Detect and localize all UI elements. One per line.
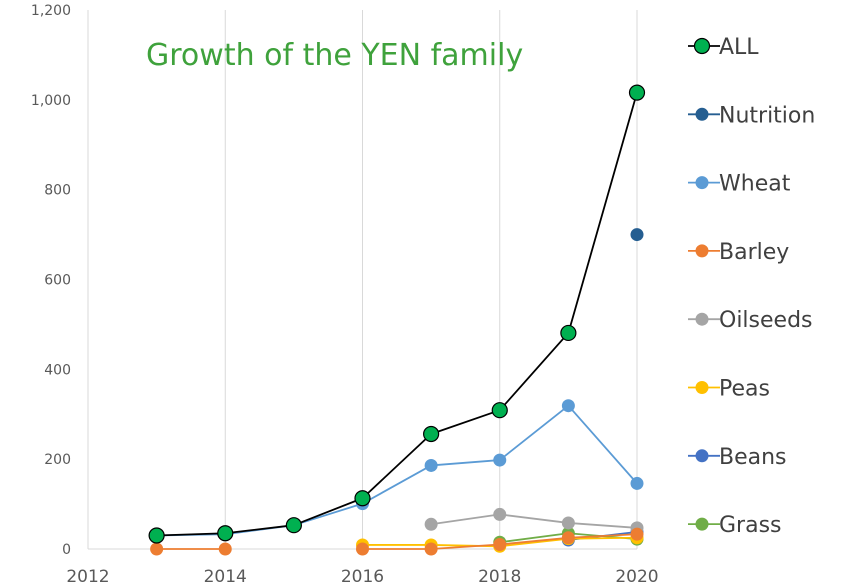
gridlines (87, 10, 638, 549)
data-point-wheat (493, 453, 507, 467)
chart-title: Growth of the YEN family (146, 38, 523, 73)
legend-marker-all (693, 37, 711, 55)
series-markers (148, 84, 646, 544)
series-line-oilseeds (430, 513, 501, 526)
series-line-all (155, 532, 227, 537)
data-point-barley (218, 542, 232, 556)
series-line-all (430, 409, 501, 435)
data-point-all (354, 490, 371, 507)
data-point-oilseeds (493, 507, 507, 521)
legend-marker-peas (695, 381, 709, 394)
data-point-all (560, 324, 577, 342)
series-line-all (361, 433, 433, 500)
series-line-barley (567, 533, 638, 539)
data-point-barley (424, 542, 438, 556)
y-tick-label: 600 (44, 273, 71, 289)
series-line-all (224, 524, 295, 535)
series-line-barley (430, 543, 501, 550)
data-point-wheat (630, 476, 644, 490)
series-line-wheat (567, 404, 638, 485)
legend-item-oilseeds: Oilseeds (688, 308, 813, 333)
data-point-oilseeds (561, 516, 575, 530)
legend-marker-nutrition (695, 107, 709, 121)
series-line-wheat (430, 459, 501, 467)
series-line-all (292, 497, 364, 527)
series-line-wheat (361, 464, 433, 505)
series-line-oilseeds (567, 522, 638, 529)
data-point-nutrition (630, 228, 644, 242)
legend-item-wheat: Wheat (688, 172, 791, 197)
series-line-grass (498, 532, 570, 544)
legend-item-barley: Barley (688, 240, 789, 265)
legend-label: Oilseeds (719, 308, 813, 333)
series-line-peas (567, 536, 638, 540)
series-line-oilseeds (498, 513, 570, 524)
x-tick-label: 2012 (66, 567, 109, 587)
x-tick-label: 2014 (204, 567, 247, 587)
data-point-wheat (561, 399, 575, 413)
series-lines (150, 91, 644, 556)
legend-label: Beans (719, 445, 787, 470)
legend: ALL Nutrition Wheat Barley Oilseeds Peas Beans… (688, 35, 815, 538)
y-tick-label: 200 (44, 452, 71, 468)
legend-marker-grass (695, 517, 709, 531)
legend-item-grass: Grass (688, 513, 782, 538)
y-tick-label: 0 (62, 542, 71, 558)
legend-marker-beans (695, 449, 709, 463)
legend-marker-barley (695, 244, 709, 258)
data-point-barley (630, 527, 644, 541)
tick-labels: 0 200 400 600 800 1,000 1,200 2012 2014 2016 2018 2… (31, 3, 659, 587)
legend-marker-oilseeds (695, 312, 709, 326)
series-line-all (567, 91, 638, 334)
legend-item-all: ALL (688, 35, 759, 60)
y-tick-label: 1,000 (31, 93, 71, 109)
x-tick-label: 2016 (341, 567, 384, 587)
y-tick-label: 400 (44, 362, 71, 378)
data-point-barley (150, 542, 164, 556)
legend-item-beans: Beans (688, 445, 787, 470)
data-point-all (491, 402, 508, 419)
legend-label: Grass (719, 513, 782, 538)
data-point-all (217, 525, 234, 542)
series-line-barley (498, 536, 570, 546)
legend-label: Wheat (719, 172, 791, 197)
data-point-all (285, 517, 302, 534)
series-line-wheat (498, 404, 570, 461)
data-point-all (628, 84, 646, 101)
data-point-all (148, 527, 165, 544)
legend-marker-wheat (695, 176, 709, 190)
legend-item-nutrition: Nutrition (688, 103, 815, 128)
legend-label: ALL (719, 35, 759, 60)
x-tick-label: 2020 (615, 567, 658, 587)
data-point-barley (493, 538, 507, 552)
legend-label: Nutrition (719, 103, 815, 128)
data-point-barley (356, 542, 369, 556)
legend-label: Peas (719, 377, 770, 402)
legend-label: Barley (719, 240, 789, 265)
series-line-peas (498, 537, 570, 548)
y-tick-label: 1,200 (31, 3, 71, 19)
x-tick-label: 2018 (478, 567, 521, 587)
data-point-barley (561, 531, 575, 545)
legend-item-peas: Peas (688, 377, 770, 402)
data-point-wheat (424, 458, 438, 472)
y-tick-label: 800 (44, 183, 71, 199)
data-point-oilseeds (424, 517, 438, 531)
series-line-all (498, 332, 570, 412)
data-point-all (423, 425, 440, 443)
